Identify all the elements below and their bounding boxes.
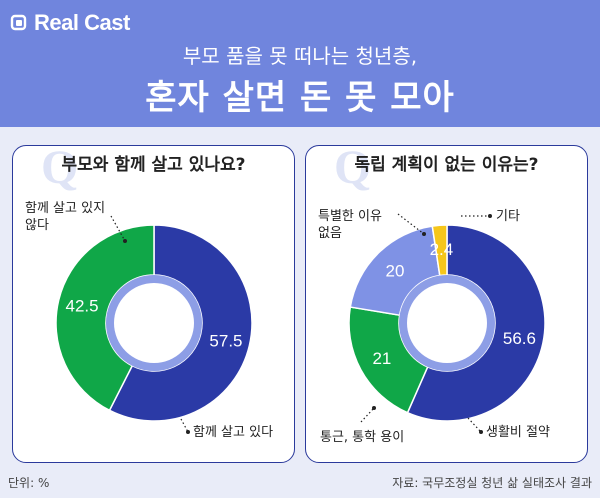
chart-panel-reasons-no-independence: Q 독립 계획이 없는 이유는? 56.6 생활비 절약 21 통근, 통학 용이 20… — [305, 145, 588, 463]
donut-hole — [407, 283, 487, 363]
leader-dot — [186, 430, 190, 434]
chart-title: 부모와 함께 살고 있나요? — [61, 155, 246, 175]
data-label: 56.6 — [503, 329, 536, 348]
category-label: 함께 살고 있다 — [193, 425, 273, 440]
page-title: 혼자 살면 돈 못 모아 — [145, 78, 455, 118]
page-subtitle: 부모 품을 못 떠나는 청년층, — [182, 44, 418, 68]
data-label: 57.5 — [209, 331, 242, 350]
donut-chart-living-with-parents: 57.5 함께 살고 있다 42.5 함께 살고 있지 않다 — [25, 201, 273, 440]
leader-dot — [123, 239, 127, 243]
leader-line — [180, 418, 189, 433]
chart-title: 독립 계획이 없는 이유는? — [354, 155, 539, 175]
category-label: 통근, 통학 용이 — [320, 430, 404, 445]
leader-dot — [479, 430, 483, 434]
data-label: 20 — [386, 261, 405, 280]
leader-dot — [372, 406, 376, 410]
source-note: 자료: 국무조정실 청년 삶 실태조사 결과 — [392, 476, 592, 490]
donut-chart-reasons: 56.6 생활비 절약 21 통근, 통학 용이 20 특별한 이유 없음 2.4 기타 — [318, 209, 550, 445]
leader-line — [360, 407, 375, 423]
unit-note: 단위: % — [8, 476, 50, 490]
leader-line — [467, 417, 482, 433]
category-label: 함께 살고 있지 않다 — [25, 201, 105, 233]
logo-text: Real Cast — [34, 10, 130, 35]
data-label: 2.4 — [430, 240, 454, 259]
data-label: 21 — [372, 349, 391, 368]
question-mark-icon: Q — [41, 145, 79, 194]
leader-line — [110, 215, 126, 242]
donut-hole — [114, 283, 194, 363]
category-label: 생활비 절약 — [486, 425, 550, 440]
logo-icon — [10, 14, 27, 31]
leader-line — [397, 213, 425, 235]
category-label: 특별한 이유 없음 — [318, 209, 382, 241]
data-label: 42.5 — [65, 297, 98, 316]
brand-logo: Real Cast — [10, 10, 130, 36]
category-label: 기타 — [496, 209, 520, 224]
header-banner: Real Cast 부모 품을 못 떠나는 청년층, 혼자 살면 돈 못 모아 — [0, 0, 600, 127]
leader-dot — [422, 232, 426, 236]
chart-panel-living-with-parents: Q 부모와 함께 살고 있나요? 57.5 함께 살고 있다 42.5 함께 살고 있… — [12, 145, 295, 463]
question-mark-icon: Q — [334, 145, 372, 194]
leader-dot — [488, 214, 492, 218]
